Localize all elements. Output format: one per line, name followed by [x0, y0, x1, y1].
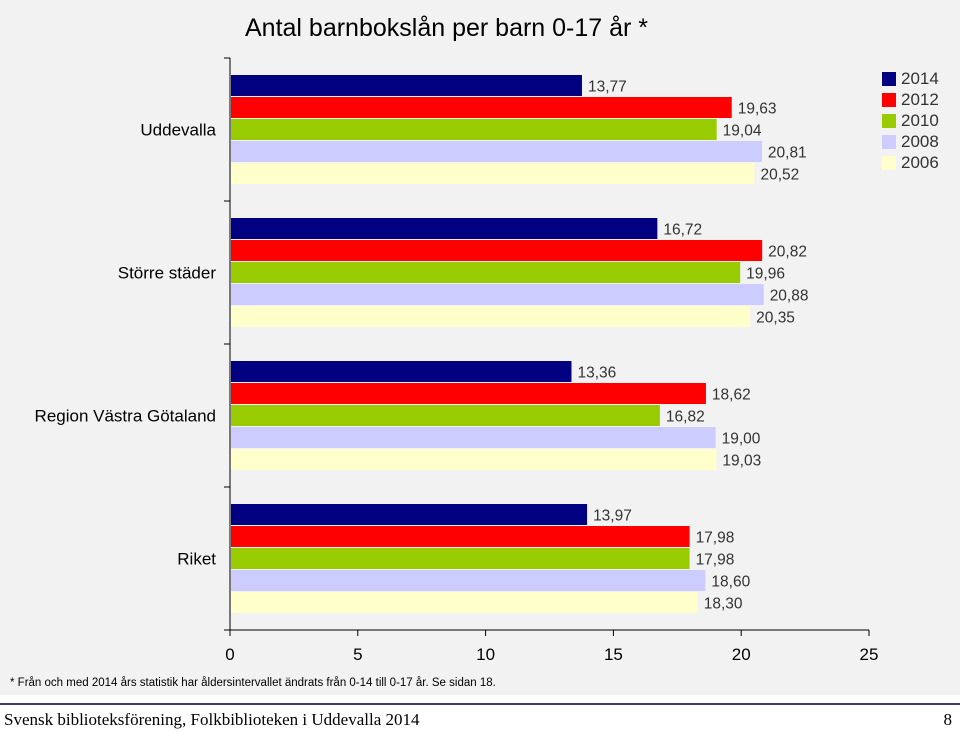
- data-label: 20,35: [756, 310, 795, 327]
- x-tick-label: 20: [732, 645, 751, 664]
- page-number: 8: [943, 710, 953, 729]
- legend-label: 2010: [901, 110, 939, 130]
- data-label: 18,30: [704, 596, 743, 613]
- chart-legend: 2014 2012 2010 2008 2006: [882, 68, 939, 173]
- category-label: Riket: [177, 550, 216, 569]
- data-label: 16,72: [663, 222, 702, 239]
- bar-2008: [231, 570, 706, 591]
- bar-2008: [231, 141, 762, 162]
- bar-2012: [231, 526, 690, 547]
- footnote: * Från och med 2014 års statistik har ål…: [10, 677, 496, 689]
- bar-2006: [231, 449, 717, 470]
- bar-2006: [231, 163, 755, 184]
- category-label: Större städer: [118, 264, 217, 283]
- data-label: 19,00: [722, 431, 761, 448]
- data-label: 16,82: [666, 409, 705, 426]
- bar-2010: [231, 119, 717, 140]
- footer-text: Svensk biblioteksförening, Folkbibliotek…: [4, 710, 420, 729]
- legend-swatch: [882, 155, 896, 170]
- legend-item: 2006: [882, 152, 939, 173]
- data-label: 19,96: [746, 266, 785, 283]
- data-label: 13,97: [593, 508, 632, 525]
- x-tick-label: 10: [476, 645, 495, 664]
- legend-swatch: [882, 92, 896, 107]
- data-label: 19,63: [738, 101, 777, 118]
- data-label: 20,52: [760, 167, 799, 184]
- legend-label: 2006: [901, 152, 939, 172]
- bar-2006: [231, 306, 751, 327]
- bar-2014: [231, 361, 572, 382]
- x-tick-label: 25: [860, 645, 879, 664]
- data-label: 20,81: [768, 145, 807, 162]
- data-label: 17,98: [696, 552, 735, 569]
- data-label: 19,04: [723, 123, 762, 140]
- bar-2008: [231, 427, 716, 448]
- data-label: 19,03: [722, 453, 761, 470]
- legend-label: 2008: [901, 131, 939, 151]
- bar-2014: [231, 504, 588, 525]
- bar-2012: [231, 383, 706, 404]
- bar-chart: 0 5 10 15 20 25 Uddevalla 13,77 19,63 19,04 20,81 2…: [35, 57, 879, 664]
- bar-2012: [231, 240, 763, 261]
- legend-swatch: [882, 134, 896, 149]
- legend-item: 2010: [882, 110, 939, 131]
- data-label: 13,77: [588, 79, 627, 96]
- legend-item: 2014: [882, 68, 939, 89]
- legend-label: 2014: [901, 68, 939, 88]
- category-label: Region Västra Götaland: [35, 407, 216, 426]
- legend-label: 2012: [901, 89, 939, 109]
- x-tick-label: 15: [604, 645, 623, 664]
- page-footer: Svensk biblioteksförening, Folkbibliotek…: [0, 703, 960, 732]
- data-label: 20,82: [768, 244, 807, 261]
- bar-2014: [231, 218, 658, 239]
- legend-swatch: [882, 71, 896, 86]
- data-label: 13,36: [577, 365, 616, 382]
- x-tick-label: 5: [353, 645, 362, 664]
- bar-2010: [231, 548, 690, 569]
- chart-title: Antal barnbokslån per barn 0-17 år *: [245, 14, 649, 42]
- legend-item: 2008: [882, 131, 939, 152]
- data-label: 18,60: [711, 574, 750, 591]
- data-label: 18,62: [712, 387, 751, 404]
- bar-2008: [231, 284, 764, 305]
- bar-2010: [231, 262, 741, 283]
- data-label: 17,98: [696, 530, 735, 547]
- x-tick-label: 0: [225, 645, 234, 664]
- data-label: 20,88: [770, 288, 809, 305]
- legend-item: 2012: [882, 89, 939, 110]
- bar-2006: [231, 592, 698, 613]
- bar-2014: [231, 75, 582, 96]
- bar-2012: [231, 97, 732, 118]
- bar-2010: [231, 405, 660, 426]
- legend-swatch: [882, 113, 896, 128]
- category-label: Uddevalla: [140, 121, 216, 140]
